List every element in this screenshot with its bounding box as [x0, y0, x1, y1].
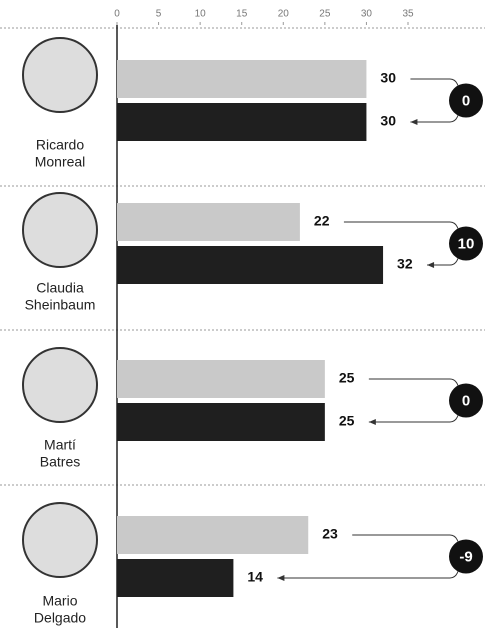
photo [23, 503, 97, 577]
category-label: Ricardo [36, 137, 84, 153]
change-arrow [369, 379, 460, 422]
arrow-head [369, 419, 376, 425]
bar [117, 559, 233, 597]
bar [117, 516, 308, 554]
category-label: Martí [44, 437, 76, 453]
x-tick-label: 10 [195, 9, 207, 20]
x-tick-label: 15 [236, 9, 248, 20]
photo [23, 38, 97, 112]
value-label: 32 [397, 256, 413, 272]
bar [117, 203, 300, 241]
bar [117, 360, 325, 398]
category-label: Mario [42, 593, 77, 609]
x-tick-label: 30 [361, 9, 373, 20]
category-label: Sheinbaum [25, 297, 96, 313]
bar [117, 246, 383, 284]
change-label: 0 [462, 392, 470, 409]
x-tick-label: 5 [156, 9, 162, 20]
value-label: 30 [380, 113, 396, 129]
value-label: 23 [322, 526, 338, 542]
x-tick-label: 20 [278, 9, 290, 20]
chart: 0 5 10 15 20 25 30 35 RicardoMonreal 30 30 0 Claudia… [0, 0, 485, 628]
x-tick-label: 35 [402, 9, 414, 20]
category-label: Delgado [34, 610, 86, 626]
bar [117, 403, 325, 441]
change-label: 0 [462, 92, 470, 109]
bar [117, 103, 366, 141]
x-tick-label: 25 [319, 9, 331, 20]
category-label: Batres [40, 454, 80, 470]
photo [23, 193, 97, 267]
value-label: 14 [247, 569, 263, 585]
x-tick-label: 0 [114, 9, 120, 20]
value-label: 22 [314, 213, 330, 229]
change-label: -9 [459, 548, 472, 565]
photo [23, 348, 97, 422]
arrow-head [427, 262, 434, 268]
bar [117, 60, 366, 98]
value-label: 25 [339, 413, 355, 429]
arrow-head [410, 119, 417, 125]
change-label: 10 [458, 235, 475, 252]
category-label: Monreal [35, 154, 86, 170]
value-label: 25 [339, 370, 355, 386]
arrow-head [277, 575, 284, 581]
category-label: Claudia [36, 280, 84, 296]
value-label: 30 [380, 70, 396, 86]
